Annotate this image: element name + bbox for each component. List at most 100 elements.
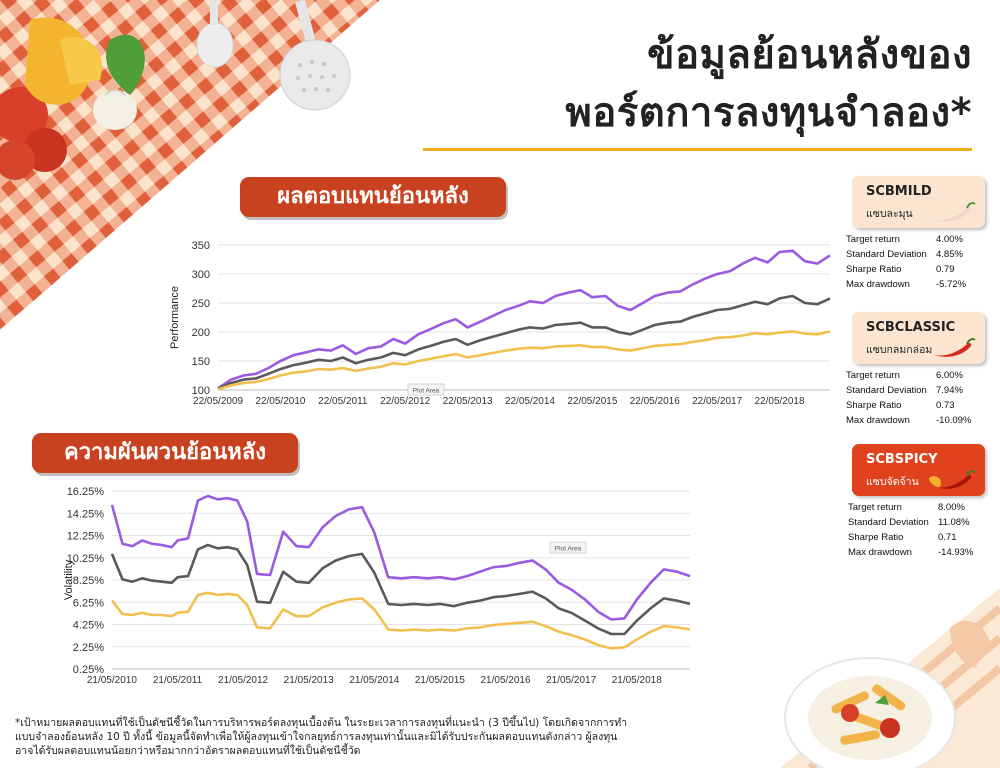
stat-value: -14.93% xyxy=(938,547,974,558)
portfolio-stats-scbmild: Target return 4.00% Standard Deviation 4.8… xyxy=(846,233,986,293)
disclaimer-footnote: *เป้าหมายผลตอบแทนที่ใช้เป็นดัชนีชี้วัดใน… xyxy=(15,716,665,758)
mild-chili-icon xyxy=(931,202,976,222)
performance-series-line xyxy=(217,330,831,391)
footnote-line: อาจได้รับผลตอบแทนน้อยกว่าหรือมากกว่าอัตร… xyxy=(15,745,361,757)
page-title-line1: ข้อมูลย้อนหลังของ xyxy=(647,32,972,78)
volatility-y-tick-label: 2.25% xyxy=(73,642,104,654)
portfolio-name: SCBMILD xyxy=(866,184,932,199)
volatility-y-tick-label: 10.25% xyxy=(67,553,105,565)
volatility-y-tick-label: 14.25% xyxy=(67,508,105,520)
stat-label: Sharpe Ratio xyxy=(846,400,902,411)
volatility-series-line xyxy=(110,543,691,636)
volatility-x-tick-label: 21/05/2010 xyxy=(87,675,137,686)
returns-section-banner: ผลตอบแทนย้อนหลัง xyxy=(240,177,506,217)
page-title-line2: พอร์ตการลงทุนจำลอง* xyxy=(565,90,972,136)
performance-y-tick-label: 150 xyxy=(192,356,210,368)
volatility-y-tick-label: 4.25% xyxy=(73,620,104,632)
volatility-x-tick-label: 21/05/2016 xyxy=(480,675,530,686)
volatility-plot-area-label: Plot Area xyxy=(555,546,582,553)
performance-x-tick-label: 22/05/2010 xyxy=(255,396,305,407)
stat-label: Max drawdown xyxy=(848,547,912,558)
stat-label: Target return xyxy=(848,502,902,513)
performance-x-tick-label: 22/05/2009 xyxy=(193,396,243,407)
stat-value: 7.94% xyxy=(936,385,963,396)
performance-plot-area-tag: Plot Area xyxy=(407,383,445,396)
stat-value: 4.00% xyxy=(936,234,963,245)
footnote-line: *เป้าหมายผลตอบแทนที่ใช้เป็นดัชนีชี้วัดใน… xyxy=(15,717,628,729)
stat-label: Standard Deviation xyxy=(846,249,927,260)
portfolio-card-scbclassic: SCBCLASSIC แซบกลมกล่อม xyxy=(852,312,985,364)
portfolio-subtitle: แซบกลมกล่อม xyxy=(866,344,933,356)
volatility-x-tick-label: 21/05/2017 xyxy=(546,675,596,686)
stat-label: Max drawdown xyxy=(846,279,910,290)
stat-value: -5.72% xyxy=(936,279,967,290)
performance-x-tick-label: 22/05/2017 xyxy=(692,396,742,407)
performance-x-tick-label: 22/05/2015 xyxy=(567,396,617,407)
volatility-series-line xyxy=(110,591,691,650)
performance-x-tick-label: 22/05/2018 xyxy=(754,396,804,407)
volatility-x-tick-label: 21/05/2015 xyxy=(415,675,465,686)
volatility-x-tick-label: 21/05/2013 xyxy=(284,675,334,686)
stat-value: 11.08% xyxy=(938,517,970,528)
volatility-y-axis-label: Volatility xyxy=(63,559,75,600)
performance-y-axis-label: Performance xyxy=(170,286,181,349)
volatility-x-tick-label: 21/05/2018 xyxy=(612,675,662,686)
volatility-y-tick-label: 6.25% xyxy=(73,597,104,609)
stat-label: Standard Deviation xyxy=(846,385,927,396)
stat-value: -10.09% xyxy=(936,415,972,426)
stat-value: 6.00% xyxy=(936,370,963,381)
volatility-x-tick-label: 21/05/2012 xyxy=(218,675,268,686)
stat-value: 4.85% xyxy=(936,249,963,260)
performance-y-tick-label: 200 xyxy=(192,327,210,339)
portfolio-name: SCBSPICY xyxy=(866,452,938,467)
stat-label: Max drawdown xyxy=(846,415,910,426)
portfolio-stats-scbclassic: Target return 6.00% Standard Deviation 7.9… xyxy=(846,369,986,429)
volatility-y-tick-label: 16.25% xyxy=(67,486,105,498)
performance-x-tick-label: 22/05/2011 xyxy=(318,396,368,407)
performance-x-tick-label: 22/05/2016 xyxy=(630,396,680,407)
stat-label: Target return xyxy=(846,370,900,381)
fiery-chili-icon xyxy=(929,470,976,489)
tablecloth-food-illustration xyxy=(0,0,380,330)
portfolio-stats-scbspicy: Target return 8.00% Standard Deviation 11.… xyxy=(848,501,988,561)
performance-y-tick-label: 100 xyxy=(192,385,210,397)
volatility-x-tick-label: 21/05/2014 xyxy=(349,675,399,686)
stat-value: 0.79 xyxy=(936,264,955,275)
stat-value: 8.00% xyxy=(938,502,965,513)
stat-value: 0.71 xyxy=(938,532,957,543)
performance-y-tick-label: 250 xyxy=(192,298,210,310)
volatility-plot-area-box xyxy=(549,541,587,554)
red-chili-icon xyxy=(931,338,976,357)
volatility-x-tick-label: 21/05/2011 xyxy=(153,675,203,686)
stat-label: Sharpe Ratio xyxy=(848,532,904,543)
volatility-y-tick-label: 8.25% xyxy=(73,575,104,587)
title-underline xyxy=(423,148,972,151)
volatility-section-banner: ความผันผวนย้อนหลัง xyxy=(32,433,298,473)
portfolio-name: SCBCLASSIC xyxy=(866,320,956,335)
performance-x-tick-label: 22/05/2014 xyxy=(505,396,555,407)
volatility-series-line xyxy=(110,494,691,621)
volatility-y-tick-label: 12.25% xyxy=(67,531,105,543)
footnote-line: แบบจำลองย้อนหลัง 10 ปี ทั้งนี้ ข้อมูลนี้… xyxy=(15,731,618,743)
performance-x-tick-label: 22/05/2013 xyxy=(443,396,493,407)
performance-chart: 100 150 200 250 300 350 22/05/2009 22/05/2010 22… xyxy=(170,240,831,407)
volatility-y-tick-label: 0.25% xyxy=(73,664,104,676)
stat-label: Sharpe Ratio xyxy=(846,264,902,275)
performance-plot-area-label: Plot Area xyxy=(413,388,440,395)
portfolio-card-scbmild: SCBMILD แซบละมุน xyxy=(852,176,985,228)
pasta-plate-illustration xyxy=(780,588,1000,768)
performance-x-tick-label: 22/05/2012 xyxy=(380,396,430,407)
performance-y-tick-label: 350 xyxy=(192,240,210,252)
portfolio-card-scbspicy: SCBSPICY แซบจัดจ้าน xyxy=(852,444,985,496)
performance-series-line xyxy=(217,294,831,390)
performance-series-line xyxy=(217,249,831,390)
performance-plot-area-box xyxy=(407,383,445,396)
volatility-chart: 0.25% 2.25% 4.25% 6.25% 8.25% 10.25% 12.25% 14.… xyxy=(63,486,691,686)
performance-y-tick-label: 300 xyxy=(192,269,210,281)
portfolio-subtitle: แซบละมุน xyxy=(866,208,913,220)
volatility-plot-area-tag: Plot Area xyxy=(549,541,587,554)
stat-label: Standard Deviation xyxy=(848,517,929,528)
stat-value: 0.73 xyxy=(936,400,955,411)
portfolio-subtitle: แซบจัดจ้าน xyxy=(866,476,919,488)
stat-label: Target return xyxy=(846,234,900,245)
